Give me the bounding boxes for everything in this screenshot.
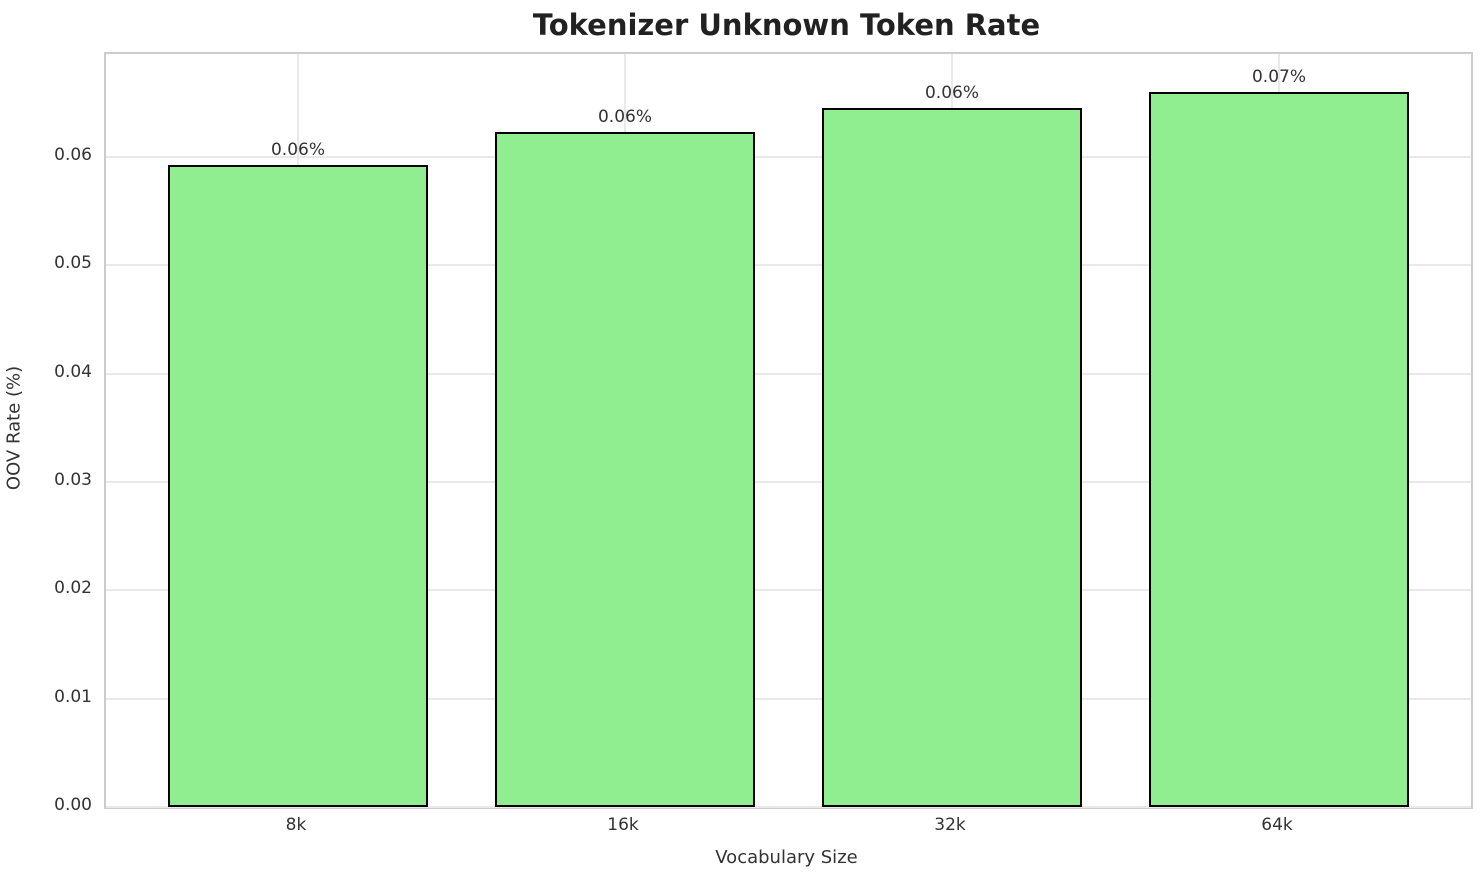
bar-value-label: 0.06% [924, 83, 979, 104]
bar-8k [168, 164, 428, 807]
y-tick-label: 0.00 [54, 795, 92, 815]
y-tick-label: 0.01 [54, 686, 92, 707]
bar-value-label: 0.07% [1251, 66, 1306, 87]
y-gridline [106, 806, 1471, 808]
y-tick-label: 0.06 [54, 144, 92, 165]
bar-16k [495, 132, 755, 807]
y-tick-label: 0.02 [54, 578, 92, 599]
y-gridline [106, 697, 1471, 700]
y-gridline [106, 372, 1471, 375]
x-tick-label: 64k [1261, 815, 1293, 835]
y-gridline [106, 589, 1471, 592]
x-tick-label: 16k [607, 815, 639, 835]
y-tick-label: 0.05 [54, 253, 92, 274]
x-axis-label: Vocabulary Size [715, 847, 858, 868]
y-gridline [106, 480, 1471, 483]
x-tick-label: 8k [285, 815, 307, 835]
y-tick-label: 0.03 [54, 469, 92, 490]
y-tick-label: 0.04 [54, 361, 92, 382]
plot-area: 0.06% 0.06% 0.06% 0.07% [104, 52, 1473, 809]
bar-value-label: 0.06% [597, 107, 652, 128]
bar-value-label: 0.06% [270, 139, 325, 160]
bar-64k [1149, 91, 1409, 807]
x-tick-label: 32k [934, 815, 966, 835]
chart-title: Tokenizer Unknown Token Rate [532, 8, 1041, 42]
y-gridline [106, 155, 1471, 158]
y-gridline [106, 264, 1471, 267]
bar-32k [822, 108, 1082, 807]
